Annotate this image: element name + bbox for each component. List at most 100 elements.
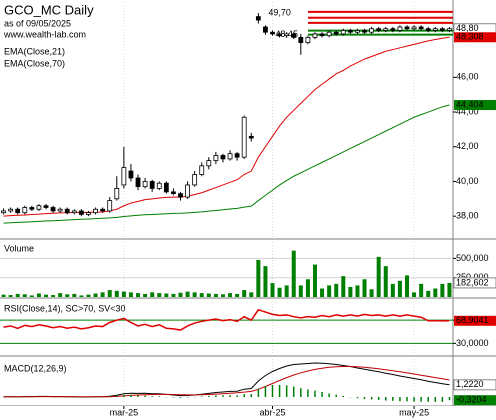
bar bbox=[65, 294, 70, 297]
histogram-bar bbox=[137, 395, 139, 397]
bar bbox=[199, 293, 204, 297]
last-value-label: 48,308 bbox=[456, 32, 484, 42]
line bbox=[3, 366, 450, 398]
candle-body bbox=[8, 208, 14, 212]
source: www.wealth-lab.com bbox=[3, 29, 86, 39]
candle-body bbox=[15, 208, 21, 214]
candle-body bbox=[383, 28, 389, 31]
bar bbox=[171, 293, 176, 297]
bar bbox=[305, 279, 310, 297]
histogram-bar bbox=[215, 395, 217, 397]
annotation: 48,45 bbox=[275, 29, 298, 39]
candle-body bbox=[64, 208, 70, 214]
histogram-bar bbox=[307, 389, 309, 397]
candle-body bbox=[362, 30, 367, 33]
bar bbox=[86, 294, 91, 297]
chart-title: GCO_MC Daily bbox=[4, 2, 94, 17]
candle-body bbox=[319, 33, 325, 37]
candle-body bbox=[43, 205, 49, 208]
bar bbox=[341, 276, 346, 297]
bar bbox=[136, 293, 141, 297]
candle-body bbox=[227, 153, 233, 160]
bar bbox=[334, 283, 339, 297]
candle-body bbox=[397, 26, 403, 31]
price-pane bbox=[0, 0, 496, 238]
y-tick-label: 30,0000 bbox=[456, 338, 489, 348]
histogram-bar bbox=[200, 396, 203, 397]
histogram-bar bbox=[186, 397, 189, 398]
subtitle: as of 09/05/2025 bbox=[4, 18, 71, 28]
bar bbox=[58, 293, 63, 297]
histogram-bar bbox=[243, 394, 245, 397]
pane-title: MACD(12,26,9) bbox=[4, 363, 67, 373]
annotation: 49,70 bbox=[268, 7, 291, 17]
bar bbox=[36, 293, 41, 297]
y-tick-label: 46,00 bbox=[456, 72, 479, 82]
candle-body bbox=[432, 28, 438, 31]
histogram-bar bbox=[321, 392, 323, 397]
candle-body bbox=[50, 207, 56, 212]
x-tick-label: mar-25 bbox=[110, 407, 139, 417]
histogram-bar bbox=[420, 397, 422, 402]
candle-body bbox=[185, 184, 190, 198]
bar bbox=[376, 256, 381, 297]
bar bbox=[157, 293, 162, 297]
y-tick-label: 250,000 bbox=[456, 272, 489, 282]
y-tick-label: 42,00 bbox=[456, 141, 479, 151]
candle-body bbox=[340, 30, 346, 35]
candle-body bbox=[447, 28, 452, 31]
candle-body bbox=[326, 31, 332, 37]
candle-body bbox=[369, 28, 375, 33]
bar bbox=[107, 290, 112, 297]
bar bbox=[419, 283, 424, 297]
histogram-bar bbox=[278, 385, 281, 397]
x-axis-pane bbox=[0, 406, 496, 420]
candle-body bbox=[213, 155, 219, 162]
candle-body bbox=[411, 26, 417, 30]
candle-body bbox=[418, 26, 424, 30]
bar bbox=[220, 294, 225, 297]
legend-entry: EMA(Close,70) bbox=[4, 58, 65, 68]
histogram-bar bbox=[356, 397, 359, 399]
bar bbox=[51, 295, 56, 297]
histogram-bar bbox=[285, 385, 288, 397]
bar bbox=[192, 292, 197, 297]
candle-body bbox=[107, 200, 113, 212]
last-value-label: 68,9041 bbox=[456, 315, 489, 325]
candle-body bbox=[171, 191, 176, 195]
bar bbox=[447, 282, 452, 297]
candle-body bbox=[439, 28, 445, 31]
histogram-bar bbox=[406, 397, 408, 402]
candle-body bbox=[135, 177, 141, 188]
bar bbox=[397, 280, 402, 297]
bar bbox=[390, 283, 395, 297]
bar bbox=[291, 250, 296, 297]
bar bbox=[270, 283, 275, 297]
candle-body bbox=[291, 33, 297, 38]
bar bbox=[228, 293, 233, 297]
line bbox=[3, 308, 450, 331]
histogram-bar bbox=[257, 388, 260, 397]
candle-body bbox=[234, 153, 240, 158]
candle-body bbox=[121, 167, 127, 186]
candle-body bbox=[270, 31, 275, 35]
last-value-label: 48,80 bbox=[456, 23, 479, 33]
bar bbox=[362, 279, 367, 297]
legend-entry: EMA(Close,21) bbox=[4, 46, 65, 56]
candle-body bbox=[71, 210, 77, 214]
histogram-bar bbox=[172, 397, 175, 398]
last-value-label: -0,3204 bbox=[456, 395, 487, 405]
pane-title: Volume bbox=[4, 243, 34, 253]
bar bbox=[185, 291, 190, 297]
bar bbox=[8, 295, 13, 297]
bar bbox=[150, 292, 155, 297]
bar bbox=[263, 266, 268, 297]
last-value-label: 182,602 bbox=[456, 277, 489, 287]
histogram-bar bbox=[363, 397, 366, 399]
candle-body bbox=[22, 207, 28, 214]
candle-body bbox=[255, 16, 261, 21]
candle-body bbox=[206, 160, 212, 167]
histogram-bar bbox=[271, 385, 274, 397]
candle-body bbox=[57, 208, 63, 212]
